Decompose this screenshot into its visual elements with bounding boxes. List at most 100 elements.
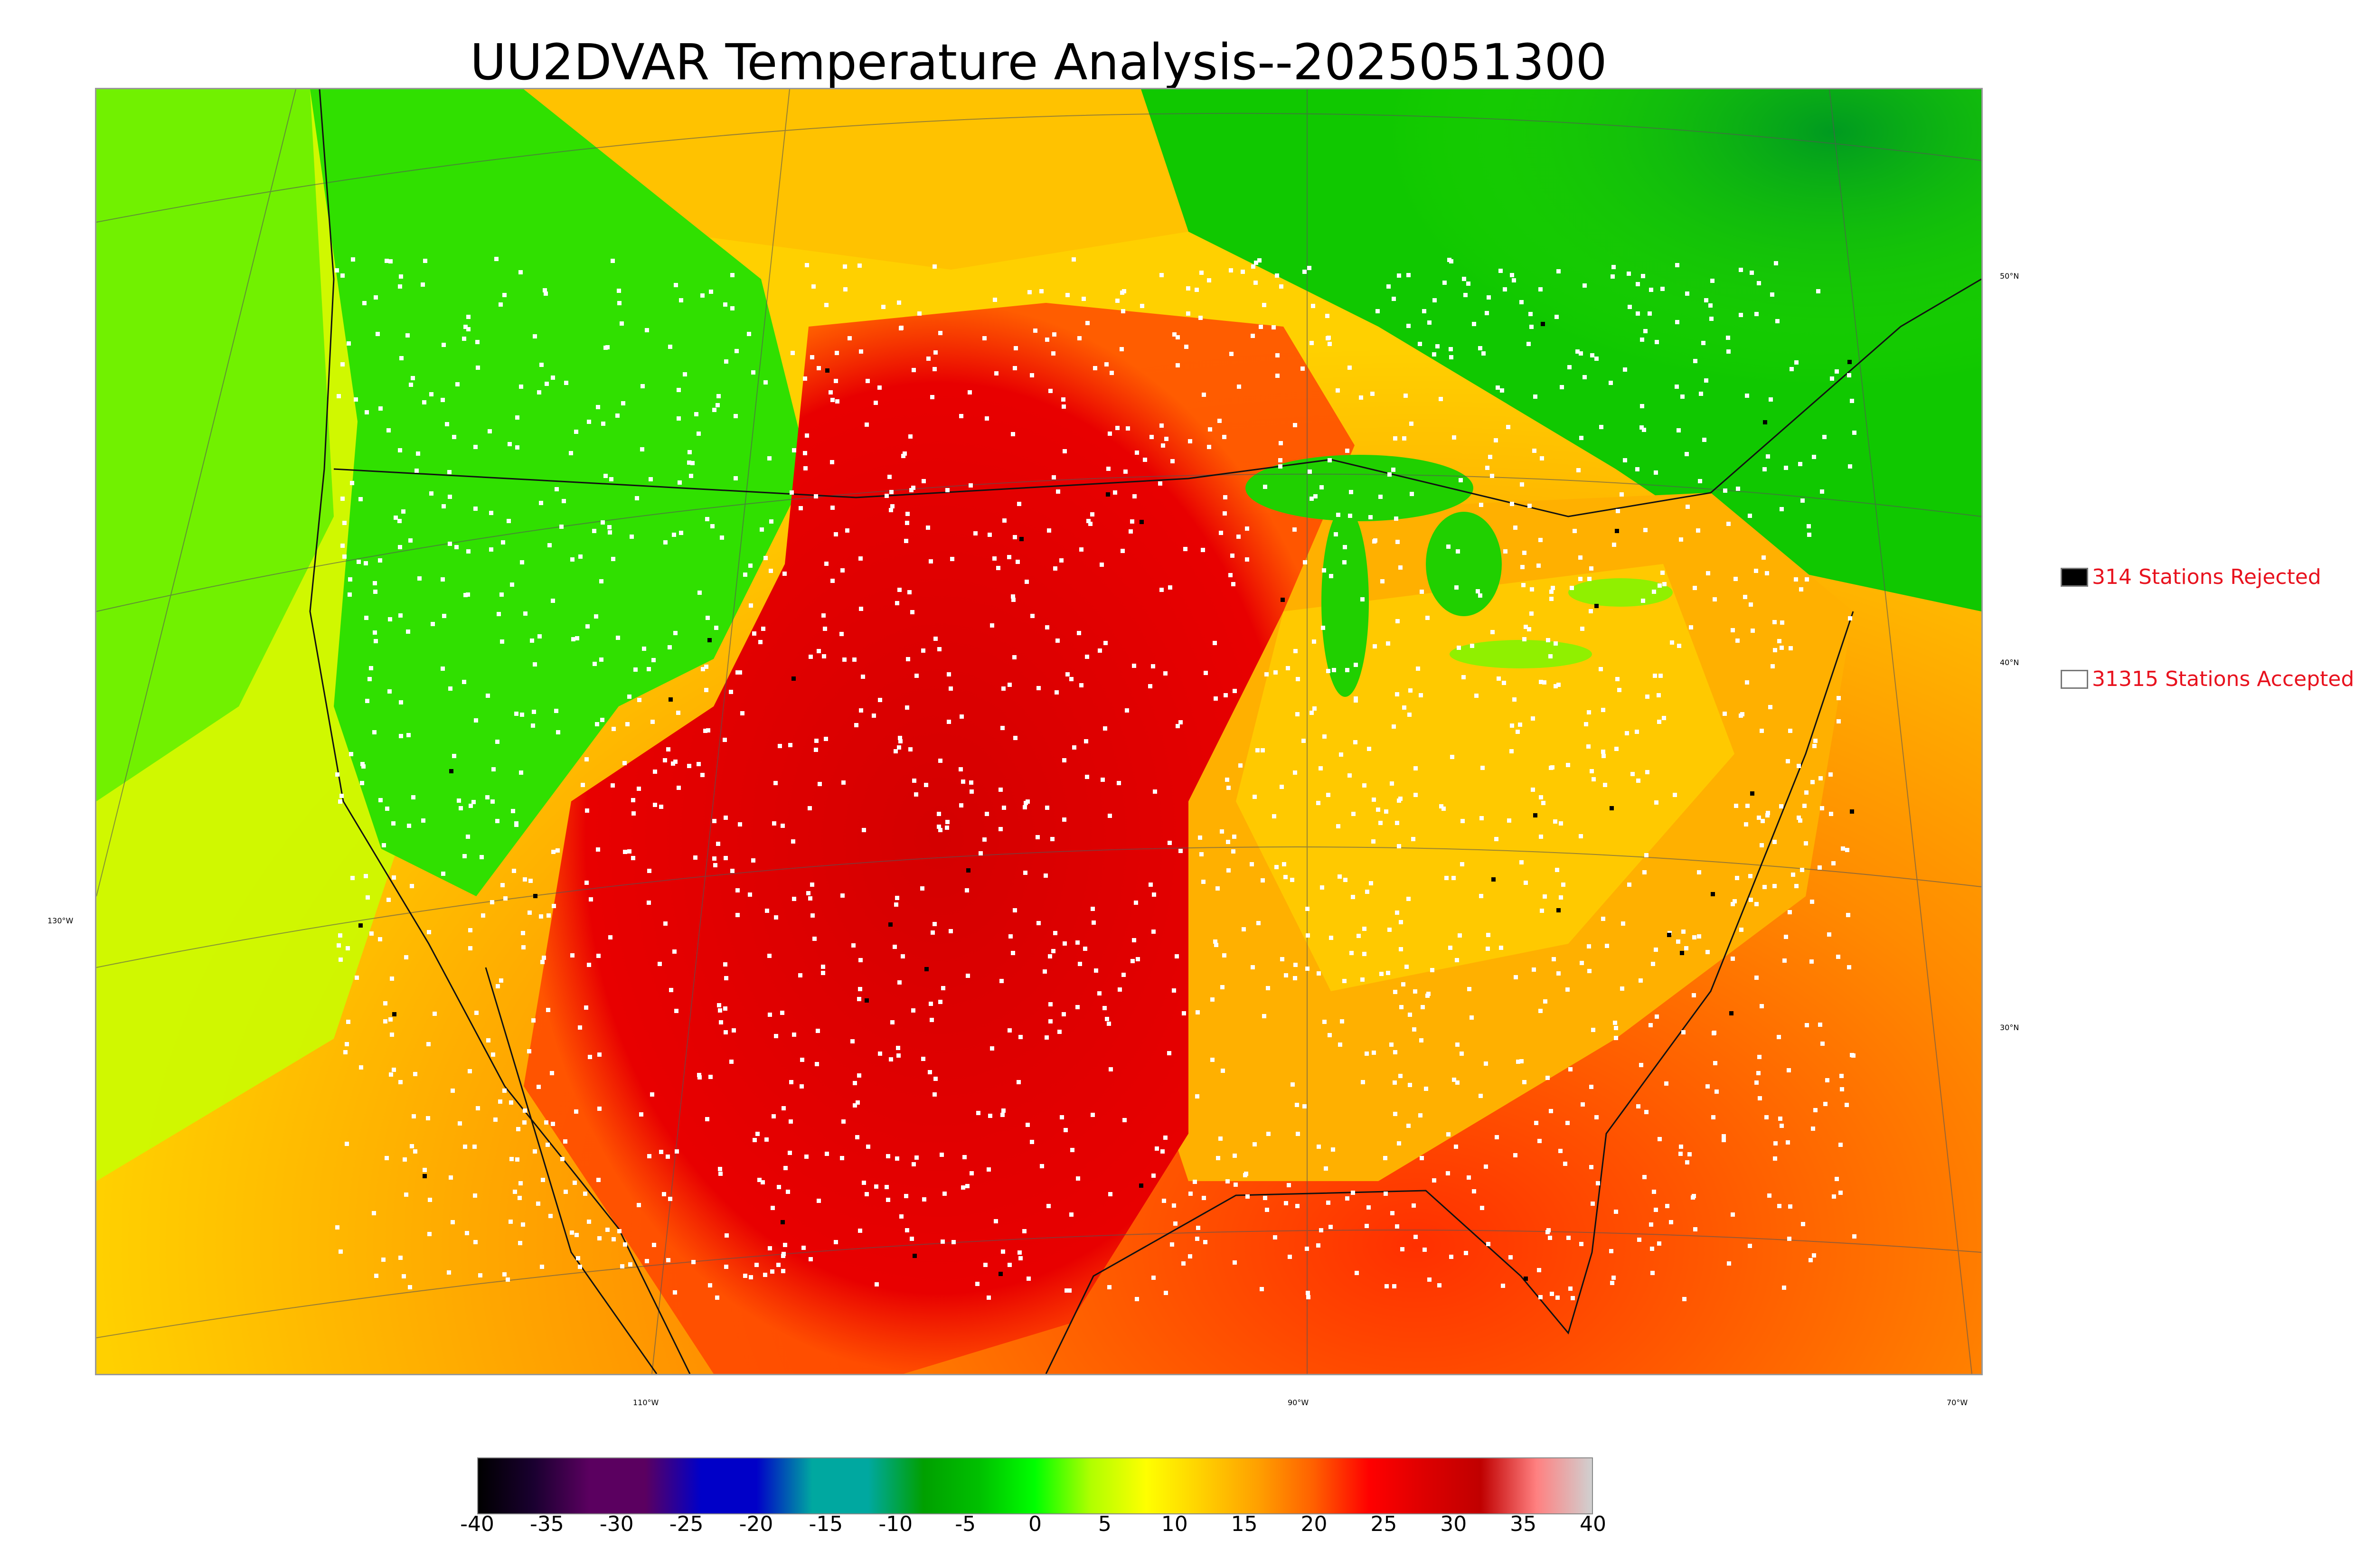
station-marker [1216,1156,1220,1160]
station-marker [1628,305,1632,309]
station-marker [1305,1247,1309,1251]
station-marker [1062,1012,1066,1016]
station-marker [708,1075,713,1079]
station-marker [1036,686,1041,690]
colorbar [477,1457,1593,1514]
station-marker [1589,609,1593,613]
station-marker [1579,834,1583,838]
station-marker [490,900,494,904]
station-marker [1011,598,1016,602]
station-marker [413,1072,417,1076]
station-marker [346,946,350,950]
station-marker [1745,394,1749,398]
station-marker [1554,641,1558,646]
station-marker [724,359,728,364]
station-marker [1324,1166,1328,1171]
station-marker [1449,1255,1453,1259]
station-marker [612,1237,616,1241]
station-marker [499,302,503,307]
station-marker [1148,684,1152,688]
station-marker [637,1203,641,1207]
station-marker [1243,1173,1247,1177]
station-marker [448,686,452,691]
station-marker [642,647,646,651]
station-marker [1750,271,1754,275]
station-marker [1275,273,1279,278]
station-marker [782,1106,786,1110]
station-marker [349,752,353,756]
station-marker [889,1057,893,1061]
station-marker [1621,921,1625,926]
station-marker [480,855,484,859]
station-marker [1592,777,1596,781]
station-marker [1710,279,1715,283]
station-marker [1286,666,1290,670]
station-marker [842,657,847,662]
station-marker [495,740,499,744]
station-marker [1386,641,1390,646]
station-marker [791,676,796,681]
station-marker [1159,273,1164,277]
station-marker [555,487,559,491]
station-marker [1649,1023,1653,1027]
station-marker [1094,968,1098,973]
station-marker [1836,955,1840,959]
station-marker [1255,748,1260,752]
station-marker [1220,829,1224,834]
station-marker [1070,1148,1074,1152]
station-marker [889,490,894,494]
station-marker [1105,1017,1109,1021]
station-marker [899,1214,904,1219]
station-marker [1522,551,1526,555]
station-marker [1501,1284,1505,1288]
station-marker [350,876,355,880]
station-marker [1347,366,1352,370]
station-marker [1677,644,1681,648]
station-marker [937,825,941,829]
station-marker [509,1220,513,1224]
station-marker [683,372,687,376]
station-marker [678,480,682,485]
station-marker [1439,804,1443,808]
station-marker [1305,967,1309,971]
station-marker [1559,821,1563,826]
station-marker [1416,667,1420,671]
station-marker [938,331,942,335]
station-marker [1149,435,1154,439]
station-marker [1362,927,1366,931]
station-marker [366,895,370,900]
station-marker [1838,1143,1843,1147]
station-marker [1457,646,1461,650]
station-marker [1306,1295,1310,1299]
station-marker [522,1120,527,1125]
station-marker [521,931,525,935]
station-marker [1302,270,1307,274]
station-marker [675,1149,679,1154]
station-marker [1152,892,1156,897]
station-marker [676,711,680,715]
station-marker [448,542,452,546]
station-marker [1786,1140,1790,1145]
station-marker [1195,1237,1199,1241]
station-marker [1685,452,1689,456]
station-marker [1537,1139,1542,1143]
station-marker [1510,723,1514,728]
station-marker [803,466,808,470]
station-marker [631,798,635,802]
station-marker [616,636,620,640]
station-marker [463,325,468,329]
station-marker [809,1257,813,1261]
station-marker [441,872,445,876]
station-marker [1538,287,1543,291]
station-marker [1594,1115,1599,1119]
station-marker [1640,338,1644,342]
station-marker [1841,846,1845,851]
station-marker [666,747,670,751]
station-marker [1371,839,1375,844]
station-marker [788,743,792,747]
station-marker [1810,900,1814,904]
station-marker [1380,579,1385,583]
station-marker [1196,1010,1200,1014]
station-marker [473,507,478,511]
station-marker [427,930,431,934]
